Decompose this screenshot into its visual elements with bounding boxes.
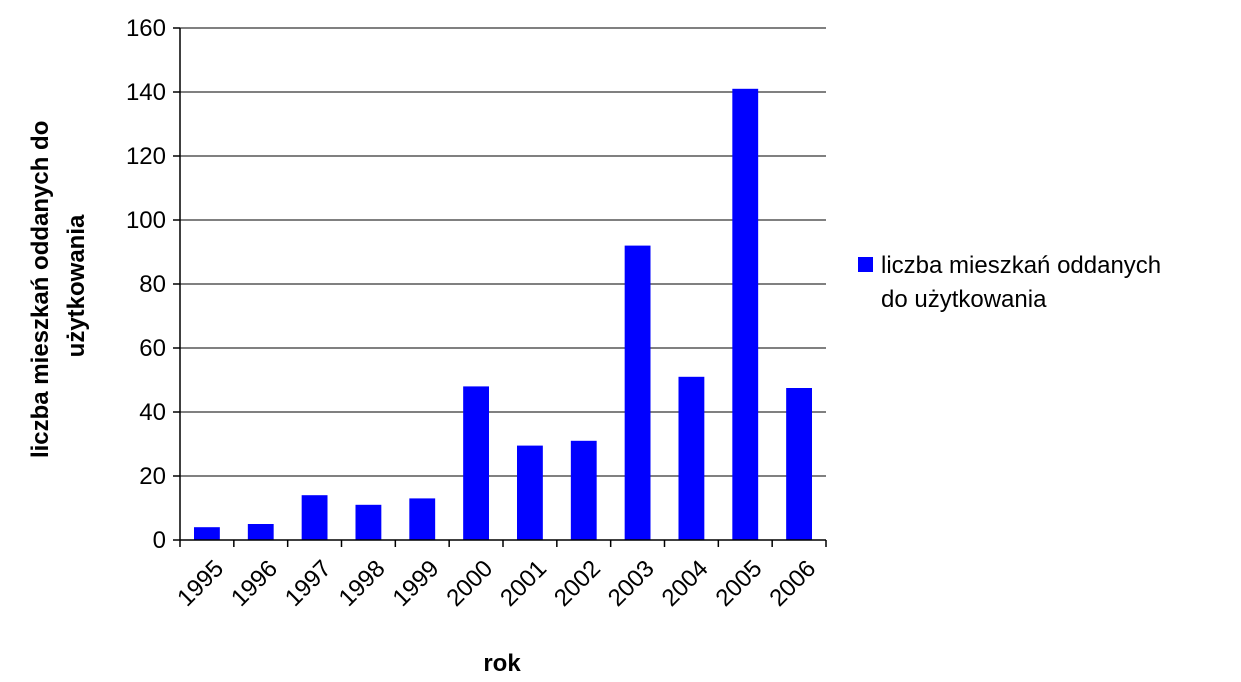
x-axis-title: rok <box>483 650 521 677</box>
y-tick-label: 40 <box>139 399 166 426</box>
x-tick-label: 1995 <box>172 555 229 612</box>
bar <box>570 440 597 540</box>
x-tick-label: 2005 <box>711 555 768 612</box>
bar <box>463 386 490 540</box>
legend-label: liczba mieszkań oddanych do użytkowania <box>881 252 1168 313</box>
x-tick-label: 1999 <box>388 555 445 612</box>
y-axis-title-line-1: liczba mieszkań oddanych do <box>27 121 54 458</box>
bar <box>624 245 651 540</box>
bar <box>678 376 705 540</box>
y-tick-label: 60 <box>139 335 166 362</box>
y-ticks: 0 20 40 60 80 100 120 140 160 <box>126 15 180 554</box>
y-tick-label: 160 <box>126 15 166 42</box>
y-tick-label: 0 <box>153 527 166 554</box>
legend-swatch <box>858 257 873 272</box>
bar <box>301 495 328 540</box>
y-tick-label: 80 <box>139 271 166 298</box>
x-tick-label: 2002 <box>549 555 606 612</box>
bars <box>193 88 813 541</box>
x-tick-label: 2001 <box>495 555 552 612</box>
bar <box>409 498 436 540</box>
x-tick-label: 2003 <box>603 555 660 612</box>
y-axis-title: liczba mieszkań oddanych do użytkowania <box>27 114 90 458</box>
x-tick-label: 1997 <box>280 555 337 612</box>
legend-label-line-1: liczba mieszkań oddanych <box>881 252 1161 279</box>
bar <box>247 524 274 540</box>
y-tick-label: 100 <box>126 207 166 234</box>
y-tick-label: 120 <box>126 143 166 170</box>
legend-label-line-2: do użytkowania <box>881 286 1047 313</box>
bar <box>355 504 382 540</box>
x-ticks: 1995199619971998199920002001200220032004… <box>172 540 827 612</box>
x-tick-label: 2000 <box>441 555 498 612</box>
legend: liczba mieszkań oddanych do użytkowania <box>858 252 1168 313</box>
x-tick-label: 2004 <box>657 555 714 612</box>
x-tick-label: 2006 <box>764 555 821 612</box>
x-tick-label: 1998 <box>334 555 391 612</box>
bar <box>516 445 543 540</box>
bar <box>786 388 813 540</box>
gridlines <box>180 27 826 477</box>
y-axis-title-line-2: użytkowania <box>63 214 90 357</box>
bar <box>732 88 759 541</box>
bar <box>193 527 220 540</box>
y-tick-label: 140 <box>126 79 166 106</box>
y-tick-label: 20 <box>139 463 166 490</box>
x-tick-label: 1996 <box>226 555 283 612</box>
